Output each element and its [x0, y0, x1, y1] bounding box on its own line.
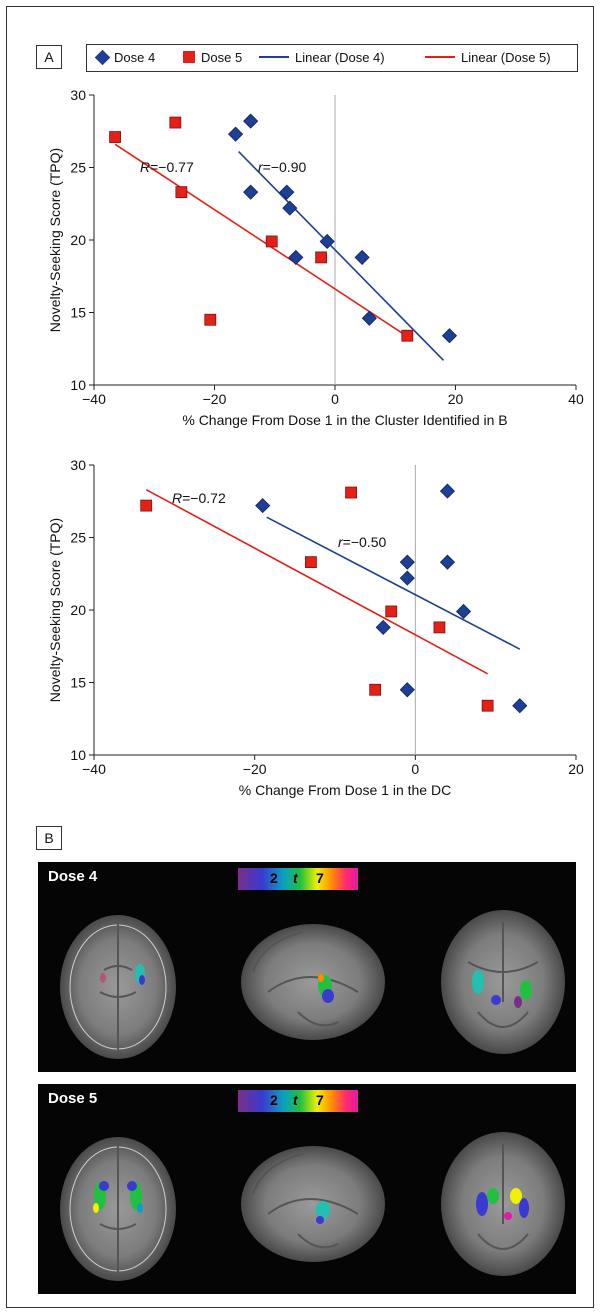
brain-panel-dose5: Dose 5 2 t 7 — [38, 1084, 576, 1294]
data-point-dose5 — [369, 683, 382, 696]
legend-dose4: Dose 4 — [94, 45, 156, 71]
brain-panel-label: Dose 5 — [48, 1090, 98, 1107]
data-point-dose5 — [315, 251, 328, 264]
data-point-dose4 — [439, 554, 456, 570]
data-point-dose4 — [288, 249, 304, 265]
fit-line-dose5 — [145, 488, 489, 675]
x-tick-label: 20 — [448, 391, 464, 407]
data-point-dose5 — [401, 329, 414, 342]
y-tick-label: 10 — [70, 377, 86, 393]
x-tick-label: −20 — [203, 391, 227, 407]
data-point-dose4 — [439, 483, 456, 499]
legend-linear4: Linear (Dose 4) — [259, 45, 385, 71]
brain-slices-dose5 — [60, 1132, 565, 1281]
diamond-marker-icon — [94, 49, 111, 66]
y-tick-label: 30 — [70, 457, 86, 473]
sagittal-slice — [241, 1146, 385, 1262]
figure-frame — [6, 6, 594, 1308]
data-point-dose5 — [169, 116, 182, 129]
data-point-dose4 — [282, 200, 298, 216]
data-point-dose5 — [304, 556, 317, 569]
legend-dose5: Dose 5 — [183, 45, 242, 71]
fit-line-dose4 — [266, 516, 521, 650]
scatter-chart-top: 10 15 20 25 30 −40 −20 0 20 40 % Change From Dose … — [47, 87, 584, 428]
legend-linear5: Linear (Dose 5) — [425, 45, 551, 71]
x-tick-label: −20 — [243, 761, 267, 777]
colorbar: 2 t 7 — [238, 1090, 358, 1112]
y-tick-label: 15 — [70, 305, 86, 321]
data-point-dose4 — [399, 554, 415, 570]
y-tick-label: 25 — [70, 160, 86, 176]
data-point-dose5 — [175, 186, 188, 199]
data-point-dose4 — [399, 682, 415, 698]
data-point-dose4 — [375, 619, 391, 635]
correlation-label-dose4: r=−0.50 — [338, 534, 386, 550]
data-point-dose5 — [385, 605, 398, 618]
data-point-dose5 — [481, 699, 494, 712]
legend-dose4-label: Dose 4 — [114, 50, 156, 65]
square-marker-icon — [183, 51, 195, 63]
colorbar-min: 2 — [270, 1092, 278, 1108]
x-tick-label: −40 — [82, 391, 106, 407]
x-axis-label: % Change From Dose 1 in the Cluster Iden… — [182, 412, 507, 428]
x-tick-label: 40 — [568, 391, 584, 407]
data-point-dose4 — [319, 233, 335, 250]
data-point-dose4 — [243, 113, 259, 129]
fit-line-dose5 — [114, 143, 407, 337]
x-tick-label: 20 — [568, 761, 584, 777]
correlation-label-dose5: R=−0.77 — [140, 159, 194, 175]
correlation-label-dose4: r=−0.90 — [258, 159, 306, 175]
colorbar-max: 7 — [316, 870, 324, 886]
data-point-dose4 — [512, 698, 528, 714]
data-point-dose4 — [441, 328, 458, 344]
data-point-dose4 — [455, 603, 472, 620]
y-tick-label: 20 — [70, 232, 86, 248]
panel-b-tag: B — [36, 826, 62, 850]
legend-linear5-label: Linear (Dose 5) — [461, 50, 551, 65]
legend-linear4-label: Linear (Dose 4) — [295, 50, 385, 65]
colorbar-mid: t — [293, 1092, 298, 1108]
y-axis-label: Novelty-Seeking Score (TPQ) — [47, 518, 63, 702]
data-point-dose4 — [361, 310, 377, 326]
x-tick-label: 0 — [331, 391, 339, 407]
data-point-dose4 — [399, 570, 415, 586]
data-point-dose5 — [345, 486, 357, 499]
data-point-dose5 — [204, 313, 217, 326]
data-point-dose4 — [243, 184, 259, 200]
legend-dose5-label: Dose 5 — [201, 50, 243, 65]
red-line-icon — [425, 56, 455, 58]
y-tick-label: 30 — [70, 87, 86, 103]
legend: Dose 4 Dose 5 Linear (Dose 4) Linear (Do… — [86, 44, 578, 72]
correlation-label-dose5: R=−0.72 — [172, 490, 226, 506]
y-axis-label: Novelty-Seeking Score (TPQ) — [47, 148, 63, 332]
scatter-chart-bottom: 10 15 20 25 30 −40 −20 0 20 % Change From Dose 1 … — [47, 457, 584, 798]
x-tick-label: 0 — [411, 761, 419, 777]
y-tick-label: 10 — [70, 747, 86, 763]
panel-a-tag: A — [36, 45, 62, 69]
x-axis-label: % Change From Dose 1 in the DC — [239, 782, 451, 798]
x-tick-label: −40 — [82, 761, 106, 777]
brain-slices-dose4 — [60, 910, 565, 1059]
data-point-dose4 — [255, 498, 271, 514]
colorbar-mid: t — [293, 870, 298, 886]
data-point-dose4 — [279, 184, 295, 200]
brain-panel-label: Dose 4 — [48, 868, 98, 885]
data-point-dose5 — [109, 131, 121, 143]
colorbar: 2 t 7 — [238, 868, 358, 890]
y-tick-label: 20 — [70, 602, 86, 618]
data-point-dose5 — [433, 621, 446, 634]
colorbar-min: 2 — [270, 870, 278, 886]
brain-panel-dose4: Dose 4 2 t 7 — [38, 862, 576, 1072]
data-point-dose5 — [140, 499, 153, 512]
colorbar-max: 7 — [316, 1092, 324, 1108]
data-point-dose4 — [228, 126, 244, 142]
y-tick-label: 15 — [70, 675, 86, 691]
fit-line-dose4 — [238, 150, 445, 361]
sagittal-slice — [241, 924, 385, 1040]
y-tick-label: 25 — [70, 530, 86, 546]
data-point-dose4 — [354, 249, 370, 265]
data-point-dose5 — [265, 235, 278, 248]
blue-line-icon — [259, 56, 289, 58]
